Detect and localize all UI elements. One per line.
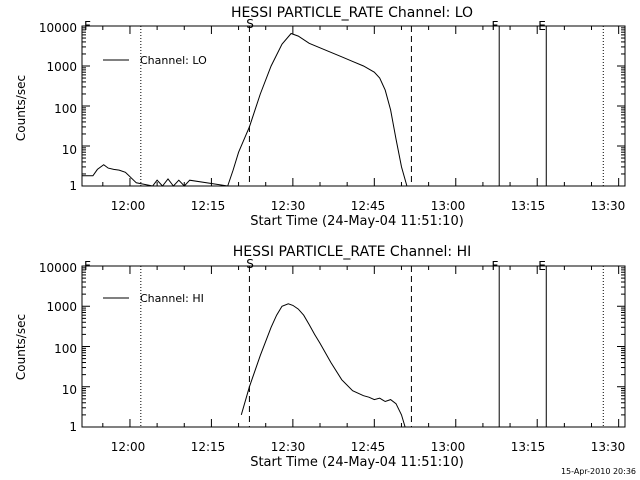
plot-layer [81, 25, 626, 428]
x-tick-label: 13:00 [431, 440, 466, 454]
x-tick-label: 12:15 [191, 440, 226, 454]
x-axis-label: Start Time (24-May-04 11:51:10) [250, 455, 464, 470]
x-tick-label: 12:45 [351, 199, 386, 213]
y-tick-label: 10 [62, 383, 77, 397]
y-tick-label: 100 [54, 342, 77, 356]
x-tick-label: 13:30 [591, 199, 626, 213]
y-tick-label: 10000 [39, 21, 77, 35]
y-tick-label: 1000 [46, 300, 77, 314]
y-axis-label: Counts/sec [14, 314, 28, 380]
x-axis-label: Start Time (24-May-04 11:51:10) [250, 214, 464, 229]
y-tick-label: 1 [69, 179, 77, 193]
y-tick-label: 10000 [39, 261, 77, 275]
x-tick-label: 12:00 [111, 440, 146, 454]
footer-timestamp: 15-Apr-2010 20:36 [561, 467, 636, 476]
x-tick-label: 13:00 [431, 199, 466, 213]
chart-title: HESSI PARTICLE_RATE Channel: HI [233, 244, 471, 260]
y-tick-label: 100 [54, 102, 77, 116]
legend-label: Channel: LO [140, 54, 207, 67]
marker-label: S [246, 17, 254, 31]
x-tick-label: 12:30 [271, 199, 306, 213]
series-line [240, 303, 406, 428]
chart-title: HESSI PARTICLE_RATE Channel: LO [231, 5, 473, 21]
x-tick-label: 12:15 [191, 199, 226, 213]
x-tick-label: 12:00 [111, 199, 146, 213]
x-tick-label: 13:15 [511, 440, 546, 454]
marker-label: S [246, 257, 254, 271]
chart-panel-lo: HESSI PARTICLE_RATE Channel: LO Counts/s… [14, 5, 625, 229]
y-tick-label: 1000 [46, 60, 77, 74]
x-tick-label: 13:15 [511, 199, 546, 213]
chart-panel-hi: HESSI PARTICLE_RATE Channel: HI Counts/s… [14, 244, 625, 470]
x-tick-label: 13:30 [591, 440, 626, 454]
y-tick-label: 10 [62, 143, 77, 157]
x-tick-label: 12:30 [271, 440, 306, 454]
x-tick-label: 12:45 [351, 440, 386, 454]
y-tick-label: 1 [69, 420, 77, 434]
y-axis-label: Counts/sec [14, 75, 28, 141]
series-line [82, 32, 408, 187]
legend-label: Channel: HI [140, 292, 204, 305]
